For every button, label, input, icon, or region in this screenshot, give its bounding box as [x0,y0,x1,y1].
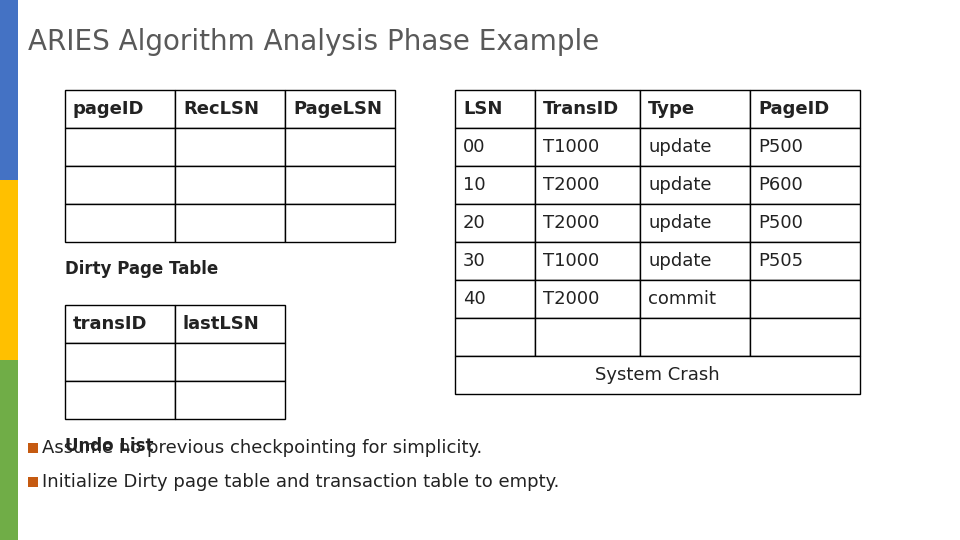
Text: update: update [648,252,711,270]
Bar [640,166,750,204]
Bar [175,305,285,343]
Bar [175,166,285,204]
Bar [535,128,640,166]
Bar [455,128,535,166]
Text: P500: P500 [758,138,803,156]
Bar [750,128,860,166]
Bar [65,166,175,204]
Bar [455,280,535,318]
Bar [175,90,285,128]
Text: T1000: T1000 [543,138,599,156]
Text: Assume no previous checkpointing for simplicity.: Assume no previous checkpointing for sim… [42,439,482,457]
Bar [455,356,860,394]
Bar [285,204,395,242]
Bar [750,318,860,356]
Bar [750,280,860,318]
Bar [175,128,285,166]
Bar [28,477,38,487]
Text: P600: P600 [758,176,803,194]
Bar [535,318,640,356]
Bar [65,90,175,128]
Text: PageID: PageID [758,100,829,118]
Text: TransID: TransID [543,100,619,118]
Bar [65,343,175,381]
Text: 40: 40 [463,290,486,308]
Bar [535,90,640,128]
Text: 00: 00 [463,138,486,156]
Bar [535,204,640,242]
Bar [0,360,18,540]
Text: update: update [648,214,711,232]
Bar [640,242,750,280]
Bar [640,128,750,166]
Bar [28,443,38,453]
Text: lastLSN: lastLSN [183,315,260,333]
Text: update: update [648,138,711,156]
Bar [455,90,535,128]
Text: LSN: LSN [463,100,502,118]
Bar [175,381,285,419]
Text: T2000: T2000 [543,290,599,308]
Text: 30: 30 [463,252,486,270]
Bar [535,242,640,280]
Bar [750,204,860,242]
Bar [285,128,395,166]
Bar [65,381,175,419]
Text: P500: P500 [758,214,803,232]
Bar [455,318,535,356]
Bar [640,90,750,128]
Bar [535,166,640,204]
Bar [65,128,175,166]
Text: T2000: T2000 [543,214,599,232]
Bar [640,318,750,356]
Text: transID: transID [73,315,148,333]
Bar [640,204,750,242]
Bar [750,90,860,128]
Bar [535,280,640,318]
Bar [455,166,535,204]
Text: Type: Type [648,100,695,118]
Bar [285,90,395,128]
Bar [285,166,395,204]
Bar [0,180,18,360]
Bar [65,204,175,242]
Text: 10: 10 [463,176,486,194]
Bar [750,242,860,280]
Bar [175,343,285,381]
Text: T2000: T2000 [543,176,599,194]
Text: commit: commit [648,290,716,308]
Bar [175,204,285,242]
Text: Dirty Page Table: Dirty Page Table [65,260,218,278]
Text: ARIES Algorithm Analysis Phase Example: ARIES Algorithm Analysis Phase Example [28,28,599,56]
Text: System Crash: System Crash [595,366,720,384]
Text: update: update [648,176,711,194]
Text: RecLSN: RecLSN [183,100,259,118]
Bar [455,242,535,280]
Bar [455,204,535,242]
Bar [0,0,18,180]
Bar [65,305,175,343]
Text: P505: P505 [758,252,804,270]
Text: T1000: T1000 [543,252,599,270]
Bar [750,166,860,204]
Text: pageID: pageID [73,100,145,118]
Text: Initialize Dirty page table and transaction table to empty.: Initialize Dirty page table and transact… [42,473,560,491]
Text: PageLSN: PageLSN [293,100,382,118]
Text: 20: 20 [463,214,486,232]
Text: Undo List: Undo List [65,437,154,455]
Bar [640,280,750,318]
